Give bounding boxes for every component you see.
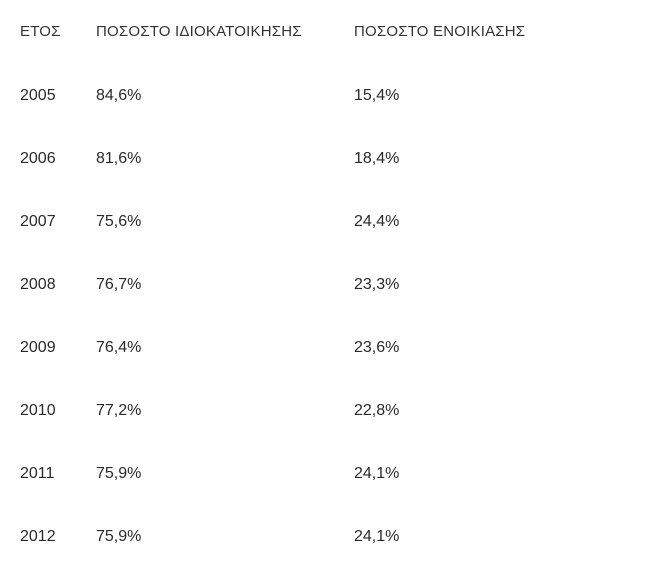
ownership-cell: 75,9%: [96, 527, 142, 545]
table-row: 2011 75,9% 24,1%: [0, 442, 650, 505]
header-ownership: ΠΟΣΟΣΤΟ ΙΔΙΟΚΑΤΟΙΚΗΣΗΣ: [96, 0, 354, 64]
table-row: 2005 84,6% 15,4%: [0, 64, 650, 127]
header-rental-label: ΠΟΣΟΣΤΟ ΕΝΟΙΚΙΑΣΗΣ: [354, 23, 526, 40]
table-row: 2009 76,4% 23,6%: [0, 316, 650, 379]
ownership-cell: 77,2%: [96, 401, 142, 419]
table-row: 2012 75,9% 24,1%: [0, 505, 650, 568]
year-cell: 2008: [20, 275, 56, 293]
ownership-cell: 76,4%: [96, 338, 142, 356]
table-row: 2007 75,6% 24,4%: [0, 190, 650, 253]
table-body: 2005 84,6% 15,4% 2006 81,6% 18,4% 2007 7…: [0, 64, 650, 568]
rental-cell: 22,8%: [354, 401, 400, 419]
table-row: 2008 76,7% 23,3%: [0, 253, 650, 316]
year-cell: 2011: [20, 464, 55, 482]
table-row: 2010 77,2% 22,8%: [0, 379, 650, 442]
header-year-label: ΕΤΟΣ: [20, 23, 61, 40]
rental-cell: 24,1%: [354, 464, 400, 482]
ownership-cell: 76,7%: [96, 275, 142, 293]
header-ownership-label: ΠΟΣΟΣΤΟ ΙΔΙΟΚΑΤΟΙΚΗΣΗΣ: [96, 23, 302, 40]
ownership-cell: 81,6%: [96, 149, 142, 167]
ownership-cell: 75,6%: [96, 212, 142, 230]
year-cell: 2010: [20, 401, 56, 419]
rental-cell: 18,4%: [354, 149, 400, 167]
year-cell: 2005: [20, 86, 56, 104]
year-cell: 2006: [20, 149, 56, 167]
ownership-cell: 84,6%: [96, 86, 142, 104]
year-cell: 2009: [20, 338, 56, 356]
rental-cell: 23,3%: [354, 275, 400, 293]
rental-cell: 23,6%: [354, 338, 400, 356]
table-header: ΕΤΟΣ ΠΟΣΟΣΤΟ ΙΔΙΟΚΑΤΟΙΚΗΣΗΣ ΠΟΣΟΣΤΟ ΕΝΟΙ…: [0, 0, 650, 64]
header-year: ΕΤΟΣ: [0, 0, 96, 64]
rental-cell: 15,4%: [354, 86, 400, 104]
header-rental: ΠΟΣΟΣΤΟ ΕΝΟΙΚΙΑΣΗΣ: [354, 0, 650, 64]
year-cell: 2012: [20, 527, 56, 545]
header-row: ΕΤΟΣ ΠΟΣΟΣΤΟ ΙΔΙΟΚΑΤΟΙΚΗΣΗΣ ΠΟΣΟΣΤΟ ΕΝΟΙ…: [0, 0, 650, 64]
ownership-cell: 75,9%: [96, 464, 142, 482]
rental-cell: 24,4%: [354, 212, 400, 230]
year-cell: 2007: [20, 212, 56, 230]
rental-cell: 24,1%: [354, 527, 400, 545]
table-row: 2006 81,6% 18,4%: [0, 127, 650, 190]
